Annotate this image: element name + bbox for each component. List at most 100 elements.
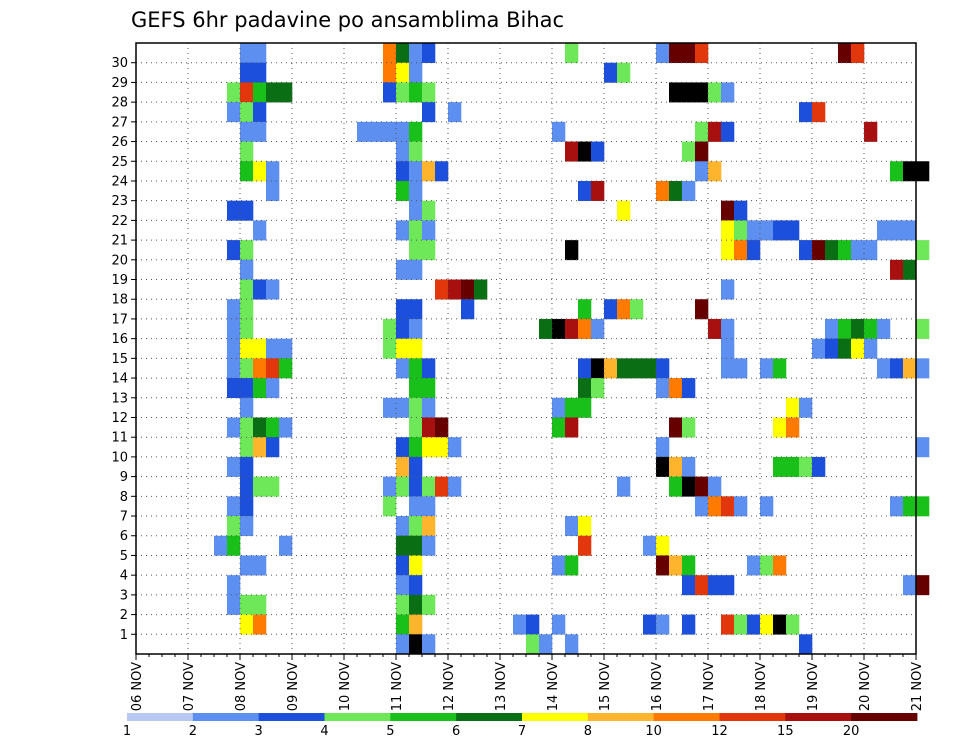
heatmap-cell [240, 82, 254, 103]
heatmap-cell [682, 614, 696, 635]
heatmap-cell [682, 141, 696, 162]
heatmap-cell [695, 121, 709, 142]
y-tick-label: 13 [111, 391, 128, 406]
heatmap-cell [630, 299, 644, 320]
heatmap-cell [409, 200, 423, 221]
heatmap-cell [409, 240, 423, 261]
y-tick-label: 30 [111, 56, 128, 71]
colorbar-label: 15 [777, 724, 794, 739]
heatmap-cell [669, 378, 683, 399]
heatmap-cell [695, 82, 709, 103]
heatmap-cell [409, 82, 423, 103]
heatmap-cell [240, 318, 254, 339]
heatmap-cells [214, 43, 930, 655]
heatmap-cell [396, 141, 410, 162]
heatmap-cell [409, 121, 423, 142]
heatmap-cell [240, 476, 254, 497]
heatmap-cell [760, 220, 774, 241]
heatmap-cell [227, 378, 241, 399]
heatmap-cell [253, 594, 267, 615]
heatmap-cell [903, 358, 917, 379]
x-tick-label: 16 NOV [650, 662, 665, 711]
heatmap-cell [825, 240, 839, 261]
heatmap-cell [682, 378, 696, 399]
y-tick-label: 17 [111, 312, 128, 327]
y-tick-label: 2 [120, 608, 128, 623]
colorbar: 1 2 3 4 5 6 7 8 10 12 15 20 [123, 713, 918, 739]
heatmap-cell [240, 456, 254, 477]
heatmap-cell [279, 338, 293, 359]
heatmap-cell [240, 200, 254, 221]
heatmap-cell [266, 279, 280, 300]
heatmap-cell [240, 121, 254, 142]
heatmap-cell [799, 102, 813, 123]
heatmap-cell [240, 102, 254, 123]
y-tick-label: 20 [111, 253, 128, 268]
heatmap-cell [240, 240, 254, 261]
heatmap-cell [279, 82, 293, 103]
heatmap-cell [695, 141, 709, 162]
heatmap-cell [825, 318, 839, 339]
heatmap-cell [266, 358, 280, 379]
heatmap-cell [253, 220, 267, 241]
heatmap-cell [591, 141, 605, 162]
colorbar-label: 7 [518, 724, 526, 739]
heatmap-cell [227, 535, 241, 556]
heatmap-cell [435, 417, 449, 438]
heatmap-cell [227, 594, 241, 615]
heatmap-cell [435, 161, 449, 182]
heatmap-cell [383, 338, 397, 359]
heatmap-cell [266, 437, 280, 458]
heatmap-cell [422, 102, 436, 123]
heatmap-cell [409, 259, 423, 280]
heatmap-cell [578, 516, 592, 537]
x-tick-label: 12 NOV [442, 662, 457, 711]
x-tick-label: 13 NOV [494, 662, 509, 711]
heatmap-cell [396, 62, 410, 83]
heatmap-cell [409, 318, 423, 339]
y-tick-label: 6 [120, 529, 128, 544]
heatmap-cell [396, 180, 410, 201]
heatmap-cell [422, 82, 436, 103]
heatmap-cell [578, 318, 592, 339]
heatmap-cell [227, 299, 241, 320]
heatmap-cell [916, 358, 930, 379]
heatmap-cell [253, 358, 267, 379]
heatmap-cell [409, 594, 423, 615]
heatmap-cell [253, 417, 267, 438]
colorbar-label: 20 [843, 724, 860, 739]
heatmap-cell [747, 220, 761, 241]
heatmap-cell [552, 121, 566, 142]
heatmap-cell [890, 496, 904, 517]
heatmap-cell [396, 555, 410, 576]
heatmap-cell [396, 82, 410, 103]
x-tick-label: 09 NOV [286, 662, 301, 711]
heatmap-cell [890, 259, 904, 280]
heatmap-cell [552, 555, 566, 576]
colorbar-swatch [785, 713, 852, 721]
heatmap-cell [474, 279, 488, 300]
heatmap-cell [422, 535, 436, 556]
heatmap-cell [253, 437, 267, 458]
heatmap-cell [565, 634, 579, 655]
heatmap-cell [396, 397, 410, 418]
heatmap-cell [409, 634, 423, 655]
heatmap-cell [617, 358, 631, 379]
heatmap-cell [240, 299, 254, 320]
heatmap-cell [383, 82, 397, 103]
heatmap-cell [240, 161, 254, 182]
heatmap-cell [656, 614, 670, 635]
heatmap-cell [682, 417, 696, 438]
heatmap-cell [279, 358, 293, 379]
colorbar-label: 8 [584, 724, 592, 739]
heatmap-cell [409, 141, 423, 162]
heatmap-cell [266, 338, 280, 359]
heatmap-cell [656, 378, 670, 399]
heatmap-cell [552, 417, 566, 438]
heatmap-cell [383, 496, 397, 517]
heatmap-cell [409, 161, 423, 182]
heatmap-cell [422, 378, 436, 399]
heatmap-cell [838, 338, 852, 359]
heatmap-cell [409, 437, 423, 458]
heatmap-cell [539, 318, 553, 339]
